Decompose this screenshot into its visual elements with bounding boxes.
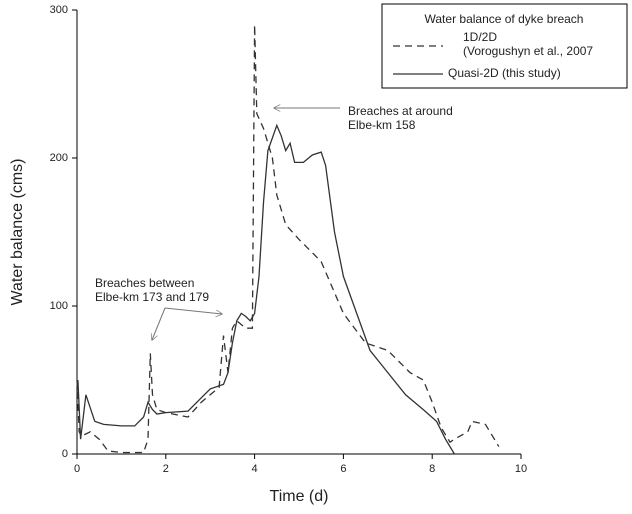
annotation: Breaches between Elbe-km 173 and 179: [95, 276, 209, 304]
x-tick-label: 4: [252, 463, 258, 475]
y-tick-label: 200: [50, 152, 68, 164]
x-tick-label: 2: [163, 463, 169, 475]
x-tick-label: 0: [74, 463, 80, 475]
y-tick-label: 0: [62, 448, 68, 460]
legend-label: Quasi-2D (this study): [448, 66, 561, 80]
arrow: [152, 307, 166, 340]
series-line: [77, 123, 455, 455]
y-tick-label: 100: [50, 300, 68, 312]
arrow: [164, 307, 222, 314]
x-tick-label: 8: [429, 463, 435, 475]
x-label: Time (d): [270, 488, 329, 505]
x-tick-label: 6: [340, 463, 346, 475]
legend-title: Water balance of dyke breach: [425, 12, 584, 26]
x-tick-label: 10: [515, 463, 527, 475]
legend-label: 1D/2D (Vorogushyn et al., 2007: [463, 30, 593, 58]
series-line: [76, 24, 500, 454]
annotation: Breaches at around Elbe-km 158: [348, 104, 453, 132]
y-tick-label: 300: [50, 4, 68, 16]
y-label: Water balance (cms): [9, 159, 26, 306]
